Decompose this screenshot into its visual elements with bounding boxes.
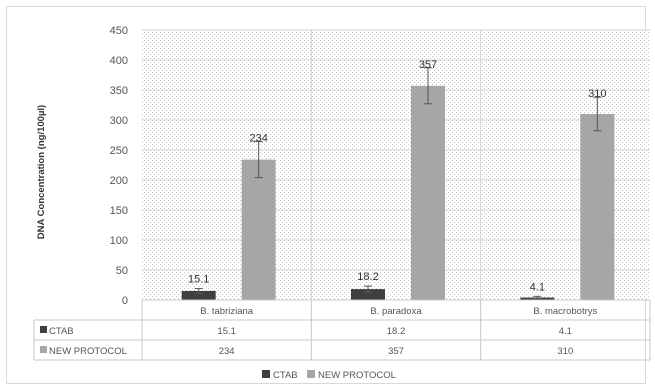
y-tick-label: 250 — [110, 145, 128, 157]
table-legend-key — [40, 326, 47, 333]
y-tick-label: 200 — [110, 175, 128, 187]
legend-label: CTAB — [273, 370, 298, 381]
legend-swatch — [262, 370, 270, 378]
data-label: 15.1 — [188, 274, 209, 286]
table-legend-key — [40, 346, 47, 353]
table-cell: 15.1 — [217, 326, 236, 337]
table-cell: 357 — [388, 346, 404, 357]
data-label: 18.2 — [357, 271, 378, 283]
y-tick-label: 0 — [122, 295, 128, 307]
category-label: B. paradoxa — [370, 306, 422, 317]
bar-new-protocol — [411, 85, 445, 300]
y-tick-label: 50 — [116, 265, 128, 277]
legend-label: NEW PROTOCOL — [318, 370, 396, 381]
data-labels: 15.1 18.2 4.1 234 357 310 — [188, 59, 607, 294]
legend-swatch — [307, 370, 315, 378]
data-label: 4.1 — [530, 281, 545, 293]
data-label: 234 — [249, 133, 267, 145]
table-cell: 18.2 — [387, 326, 406, 337]
bars — [181, 67, 615, 300]
data-label: 310 — [588, 88, 606, 100]
table-series-name: CTAB — [49, 326, 74, 337]
data-table: B. tabriziana B. paradoxa B. macrobotrys CT… — [33, 299, 651, 361]
y-tick-label: 350 — [110, 85, 128, 97]
y-tick-label: 100 — [110, 235, 128, 247]
bar-ctab — [351, 289, 385, 300]
category-label: B. tabriziana — [200, 306, 254, 317]
y-tick-label: 150 — [110, 205, 128, 217]
y-tick-label: 400 — [110, 55, 128, 67]
plot-area — [142, 30, 650, 300]
bar-new-protocol — [241, 159, 276, 300]
bar-ctab — [181, 290, 216, 300]
legend: CTAB NEW PROTOCOL — [262, 370, 396, 381]
y-axis-label: DNA Concentration (ng/100µl) — [36, 105, 47, 239]
y-tick-label: 300 — [110, 115, 128, 127]
category-label: B. macrobotrys — [533, 306, 597, 317]
y-axis: 0 50 100 150 200 250 300 350 400 450 — [110, 25, 128, 307]
table-series-name: NEW PROTOCOL — [49, 346, 127, 357]
bar-new-protocol — [580, 114, 615, 300]
table-cell: 234 — [219, 346, 235, 357]
data-label: 357 — [419, 59, 437, 71]
y-tick-label: 450 — [110, 25, 128, 37]
table-cell: 4.1 — [559, 326, 572, 337]
table-cell: 310 — [557, 346, 573, 357]
